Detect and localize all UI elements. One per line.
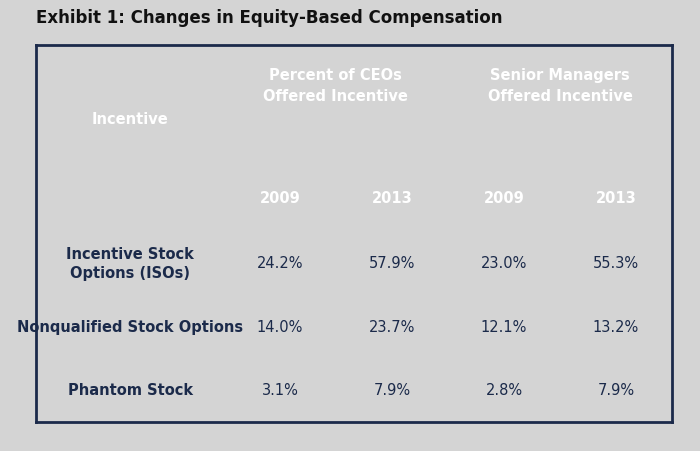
Text: 7.9%: 7.9% [597,382,635,398]
Text: Exhibit 1: Changes in Equity-Based Compensation: Exhibit 1: Changes in Equity-Based Compe… [36,9,503,27]
Text: 2013: 2013 [372,191,412,206]
Text: Incentive Stock
Options (ISOs): Incentive Stock Options (ISOs) [66,247,194,281]
Text: 2009: 2009 [484,191,524,206]
Text: 2013: 2013 [596,191,636,206]
Text: 23.7%: 23.7% [369,319,415,335]
Text: 7.9%: 7.9% [373,382,410,398]
Text: 57.9%: 57.9% [369,256,415,272]
Text: 12.1%: 12.1% [481,319,527,335]
Text: 55.3%: 55.3% [593,256,639,272]
Text: 2009: 2009 [260,191,300,206]
Text: Percent of CEOs
Offered Incentive: Percent of CEOs Offered Incentive [263,68,408,104]
Text: 2.8%: 2.8% [485,382,522,398]
Text: 14.0%: 14.0% [257,319,303,335]
Text: 24.2%: 24.2% [257,256,303,272]
Text: Senior Managers
Offered Incentive: Senior Managers Offered Incentive [487,68,632,104]
Text: Phantom Stock: Phantom Stock [68,382,192,398]
Text: Nonqualified Stock Options: Nonqualified Stock Options [17,319,243,335]
Text: Incentive: Incentive [92,112,169,127]
Text: 13.2%: 13.2% [593,319,639,335]
Text: 23.0%: 23.0% [481,256,527,272]
Text: 3.1%: 3.1% [262,382,298,398]
